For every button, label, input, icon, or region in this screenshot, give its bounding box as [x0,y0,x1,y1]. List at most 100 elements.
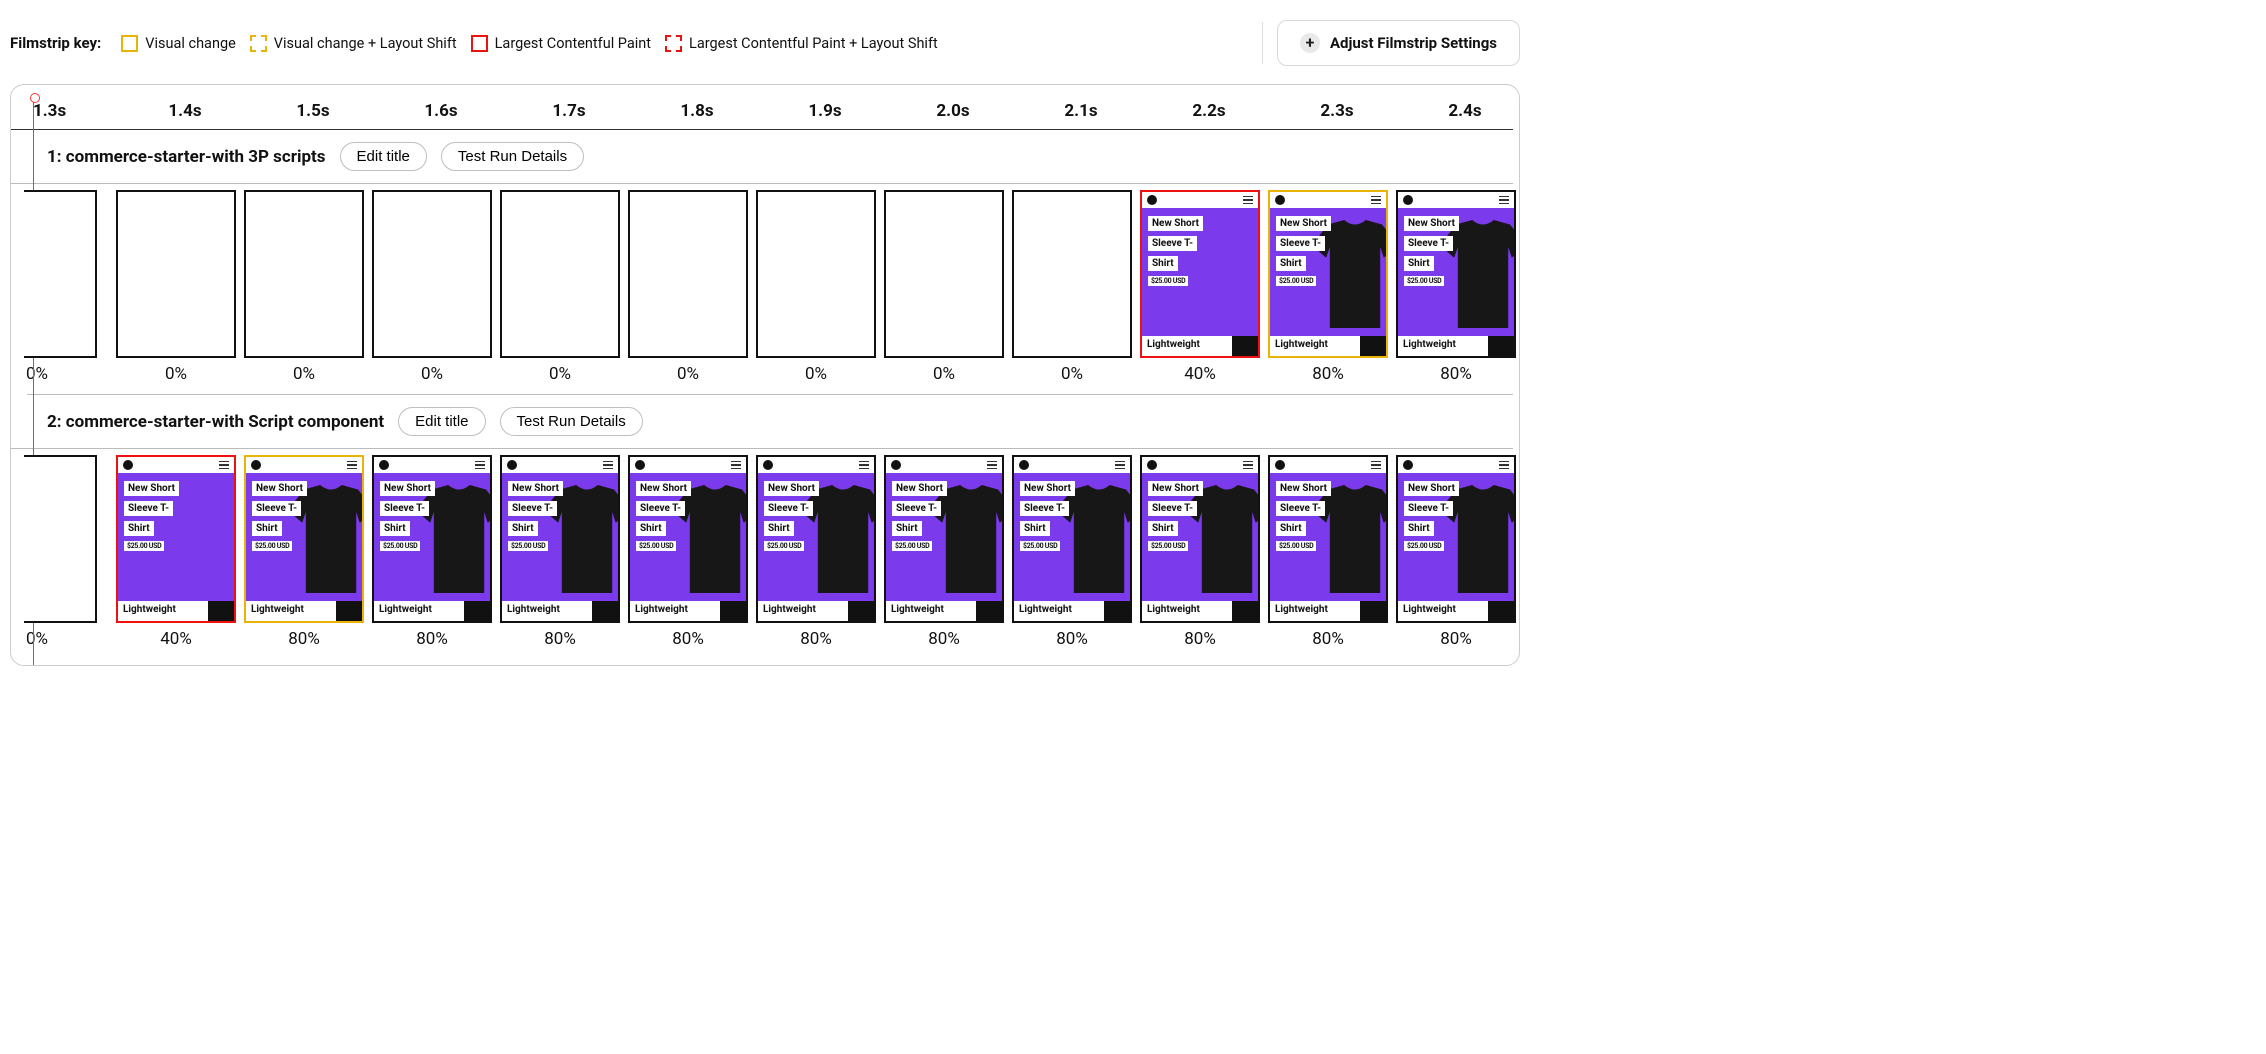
filmstrip-frame[interactable] [500,190,620,358]
filmstrip-frame[interactable]: New ShortSleeve T-Shirt$25.00 USDLightwe… [1396,455,1516,623]
menu-icon [859,461,869,469]
logo-icon [1275,195,1285,205]
visual-progress-label: 80% [288,629,320,649]
product-title-line: New Short [892,481,947,496]
product-topbar [502,457,618,473]
product-price: $25.00 USD [1404,276,1444,286]
filmstrip-frame[interactable]: New ShortSleeve T-Shirt$25.00 USDLightwe… [1012,455,1132,623]
filmstrip-frame[interactable]: New ShortSleeve T-Shirt$25.00 USDLightwe… [372,455,492,623]
legend-visual-change: Visual change [121,35,236,52]
legend-visual-change-ls: Visual change + Layout Shift [250,35,457,52]
product-bottom-tags: Lightweight [1398,601,1514,621]
filmstrip-key-label: Filmstrip key: [10,34,101,52]
frame-column: New ShortSleeve T-Shirt$25.00 USDLightwe… [1136,190,1264,390]
product-price: $25.00 USD [124,541,164,551]
filmstrip-frame[interactable] [244,190,364,358]
logo-icon [891,460,901,470]
product-price: $25.00 USD [1276,541,1316,551]
timeline-tick: 2.1s [1017,101,1145,121]
product-title-line: New Short [764,481,819,496]
timeline-tick: 1.4s [121,101,249,121]
filmstrip-frame[interactable] [116,190,236,358]
visual-progress-label: 0% [165,364,187,384]
filmstrip-frame[interactable]: New ShortSleeve T-Shirt$25.00 USDLightwe… [500,455,620,623]
filmstrip-frame[interactable]: New ShortSleeve T-Shirt$25.00 USDLightwe… [1268,190,1388,358]
logo-icon [763,460,773,470]
product-bottom-tags: Lightweight [246,601,362,621]
frames-row: 0%New ShortSleeve T-Shirt$25.00 USDLight… [11,449,1519,655]
product-title-line: Sleeve T- [252,501,301,516]
filmstrip-frame[interactable]: New ShortSleeve T-Shirt$25.00 USDLightwe… [628,455,748,623]
product-topbar [1270,192,1386,208]
filmstrip-frame[interactable]: New ShortSleeve T-Shirt$25.00 USDLightwe… [1268,455,1388,623]
product-bottom-tags: Lightweight [758,601,874,621]
product-title-line: Shirt [764,521,794,536]
tag-lightweight: Lightweight [1142,336,1232,356]
test-title-row: 1: commerce-starter-with 3P scriptsEdit … [11,130,1513,184]
legend-lcp-ls: Largest Contentful Paint + Layout Shift [665,35,938,52]
product-title-line: Sleeve T- [764,501,813,516]
frame-column: New ShortSleeve T-Shirt$25.00 USDLightwe… [1008,455,1136,655]
timeline-tick: 2.0s [889,101,1017,121]
visual-progress-label: 0% [805,364,827,384]
product-topbar [1142,457,1258,473]
tag-dark [976,601,1002,621]
product-title-line: New Short [1148,216,1203,231]
edit-title-button[interactable]: Edit title [340,142,427,171]
edit-title-button[interactable]: Edit title [398,407,485,436]
tag-lightweight: Lightweight [758,601,848,621]
tag-lightweight: Lightweight [1270,336,1360,356]
timeline-axis: 1.3s1.4s1.5s1.6s1.7s1.8s1.9s2.0s2.1s2.2s… [11,85,1513,130]
visual-progress-label: 0% [677,364,699,384]
test-run-details-button[interactable]: Test Run Details [500,407,643,436]
logo-icon [379,460,389,470]
test-run-details-button[interactable]: Test Run Details [441,142,584,171]
visual-progress-label: 80% [1440,364,1472,384]
frame-column: 0% [880,190,1008,390]
tag-dark [720,601,746,621]
product-title-line: New Short [636,481,691,496]
frame-column: 0% [1008,190,1136,390]
product-price: $25.00 USD [764,541,804,551]
frame-column: 0% [624,190,752,390]
filmstrip-frame[interactable] [24,190,97,358]
product-title-line: New Short [1404,481,1459,496]
product-price: $25.00 USD [1276,276,1316,286]
tag-dark [848,601,874,621]
menu-icon [1243,196,1253,204]
product-title-line: Shirt [1276,256,1306,271]
filmstrip-frame[interactable] [756,190,876,358]
visual-progress-label: 80% [800,629,832,649]
product-bottom-tags: Lightweight [886,601,1002,621]
visual-progress-label: 0% [549,364,571,384]
filmstrip-frame[interactable]: New ShortSleeve T-Shirt$25.00 USDLightwe… [1140,455,1260,623]
timeline-tick: 1.5s [249,101,377,121]
filmstrip-frame[interactable]: New ShortSleeve T-Shirt$25.00 USDLightwe… [244,455,364,623]
timeline-tick: 2.2s [1145,101,1273,121]
filmstrip-frame[interactable] [1012,190,1132,358]
timeline-tick: 1.7s [505,101,633,121]
filmstrip-frame[interactable] [24,455,97,623]
product-title-line: Shirt [124,521,154,536]
filmstrip-frame[interactable]: New Short Sleeve T- Shirt $25.00 USD Lightwe… [756,455,876,623]
product-title-line: Sleeve T- [1148,236,1197,251]
logo-icon [251,460,261,470]
adjust-filmstrip-settings-button[interactable]: + Adjust Filmstrip Settings [1277,20,1520,66]
filmstrip-frame[interactable]: New ShortSleeve T-Shirt$25.00 USDLightwe… [884,455,1004,623]
filmstrip-frame[interactable] [628,190,748,358]
filmstrip-frame[interactable]: New ShortSleeve T-Shirt$25.00 USDLightwe… [1140,190,1260,358]
product-title-line: New Short [508,481,563,496]
swatch-visual-change [121,35,138,52]
filmstrip-frame[interactable] [884,190,1004,358]
product-title-line: Shirt [1148,521,1178,536]
swatch-visual-change-ls [250,35,267,52]
product-title-line: New Short [1020,481,1075,496]
filmstrip-frame[interactable] [372,190,492,358]
filmstrip-frame[interactable]: New Short Sleeve T- Shirt $25.00 USD Lightwe… [116,455,236,623]
visual-progress-label: 40% [160,629,192,649]
product-topbar [1398,457,1514,473]
product-bottom-tags: Lightweight [118,601,234,621]
filmstrip-frame[interactable]: New ShortSleeve T-Shirt$25.00 USDLightwe… [1396,190,1516,358]
product-title-line: Sleeve T- [124,501,173,516]
product-title-line: New Short [124,481,179,496]
